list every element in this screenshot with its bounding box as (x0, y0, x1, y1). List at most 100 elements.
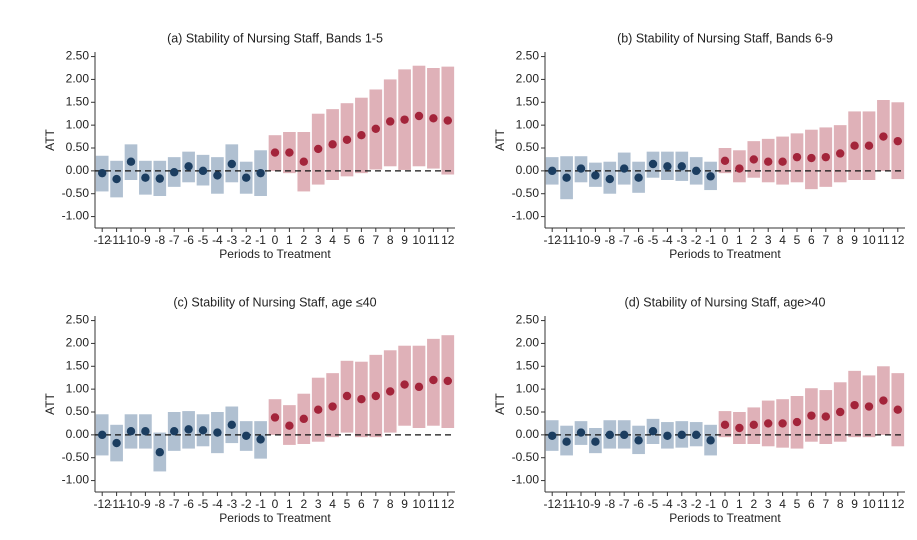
x-tick-label: 10 (412, 497, 426, 511)
y-tick-label: -0.50 (512, 186, 540, 200)
x-axis-label: Periods to Treatment (219, 247, 331, 261)
point-estimate (648, 427, 658, 436)
x-tick-label: -1 (255, 233, 266, 247)
x-tick-label: -9 (140, 497, 151, 511)
point-estimate (576, 428, 586, 437)
y-tick-label: 1.00 (66, 117, 90, 131)
x-tick-label: -5 (648, 497, 659, 511)
point-estimate (778, 419, 787, 428)
point-estimate (677, 430, 686, 440)
x-tick-label: -12 (544, 233, 562, 247)
x-tick-label: -4 (212, 497, 223, 511)
y-tick-label: 0.00 (66, 427, 90, 441)
y-tick-label: 2.50 (66, 49, 90, 63)
x-tick-label: -11 (108, 497, 125, 511)
point-estimate (634, 436, 643, 445)
x-tick-label: 12 (891, 233, 905, 247)
x-tick-label: -8 (604, 233, 615, 247)
x-tick-label: 10 (412, 233, 426, 247)
x-tick-label: -11 (558, 497, 575, 511)
point-estimate (112, 174, 121, 184)
point-estimate (141, 427, 150, 436)
point-estimate (270, 148, 280, 157)
point-estimate (386, 387, 395, 396)
y-tick-label: 1.00 (516, 117, 540, 131)
x-tick-label: 5 (344, 233, 351, 247)
point-estimate (562, 437, 571, 446)
x-tick-label: 11 (877, 497, 890, 511)
x-tick-label: -6 (633, 497, 644, 511)
x-tick-label: -5 (198, 233, 209, 247)
x-tick-label: -4 (662, 233, 673, 247)
panel-title: (b) Stability of Nursing Staff, Bands 6-… (617, 31, 833, 45)
y-tick-label: 0.50 (66, 404, 90, 418)
x-tick-label: 10 (862, 233, 876, 247)
point-estimate (256, 168, 265, 178)
point-estimate (821, 412, 830, 421)
point-estimate (314, 405, 323, 414)
x-tick-label: 0 (722, 233, 729, 247)
x-tick-label: 11 (427, 497, 440, 511)
point-estimate (591, 171, 600, 180)
point-estimate (735, 423, 744, 433)
point-estimate (648, 159, 658, 169)
point-estimate (285, 148, 294, 157)
x-tick-label: -6 (633, 233, 644, 247)
point-estimate (620, 164, 629, 173)
point-estimate (749, 420, 758, 429)
point-estimate (342, 391, 352, 401)
x-tick-label: -11 (108, 233, 125, 247)
y-tick-label: 1.50 (66, 94, 90, 108)
y-tick-label: -1.00 (62, 209, 90, 223)
x-tick-label: -10 (122, 233, 140, 247)
y-tick-label: 2.00 (516, 72, 540, 86)
point-estimate (126, 157, 136, 166)
point-estimate (299, 157, 308, 166)
y-tick-label: 0.50 (516, 404, 540, 418)
point-estimate (342, 135, 352, 144)
x-tick-label: -9 (590, 497, 601, 511)
x-tick-label: 4 (779, 233, 786, 247)
point-estimate (692, 166, 701, 176)
point-estimate (548, 166, 557, 176)
x-tick-label: -2 (691, 233, 702, 247)
x-axis-label: Periods to Treatment (669, 247, 781, 261)
x-tick-label: -12 (94, 497, 112, 511)
x-tick-label: -4 (212, 233, 223, 247)
y-tick-label: 1.50 (66, 358, 90, 372)
y-tick-label: 2.00 (66, 336, 90, 350)
x-tick-label: -7 (169, 233, 180, 247)
point-estimate (98, 430, 107, 440)
x-tick-label: -9 (140, 233, 151, 247)
x-tick-label: -5 (648, 233, 659, 247)
point-estimate (242, 173, 251, 182)
x-tick-label: 8 (837, 497, 844, 511)
point-estimate (357, 131, 366, 140)
point-estimate (663, 162, 672, 171)
point-estimate (764, 157, 773, 166)
point-estimate (749, 155, 758, 164)
point-estimate (270, 413, 280, 422)
point-estimate (864, 141, 874, 150)
x-tick-label: 10 (862, 497, 876, 511)
y-tick-label: -1.00 (512, 473, 540, 487)
point-estimate (634, 173, 643, 182)
x-tick-label: 8 (387, 497, 394, 511)
point-estimate (357, 395, 366, 404)
point-estimate (893, 136, 902, 146)
x-tick-label: 9 (401, 497, 408, 511)
point-estimate (879, 132, 888, 141)
y-tick-label: -0.50 (512, 450, 540, 464)
point-estimate (155, 448, 164, 457)
x-tick-label: 6 (358, 497, 365, 511)
y-tick-label: -1.00 (62, 473, 90, 487)
x-tick-label: 7 (822, 497, 829, 511)
y-tick-label: 0.00 (516, 427, 540, 441)
y-tick-label: 2.50 (66, 313, 90, 327)
point-estimate (792, 417, 802, 427)
y-tick-label: 0.50 (66, 140, 90, 154)
x-tick-label: 2 (750, 497, 757, 511)
x-tick-label: 0 (272, 497, 279, 511)
panel-title: (d) Stability of Nursing Staff, age>40 (625, 295, 826, 309)
